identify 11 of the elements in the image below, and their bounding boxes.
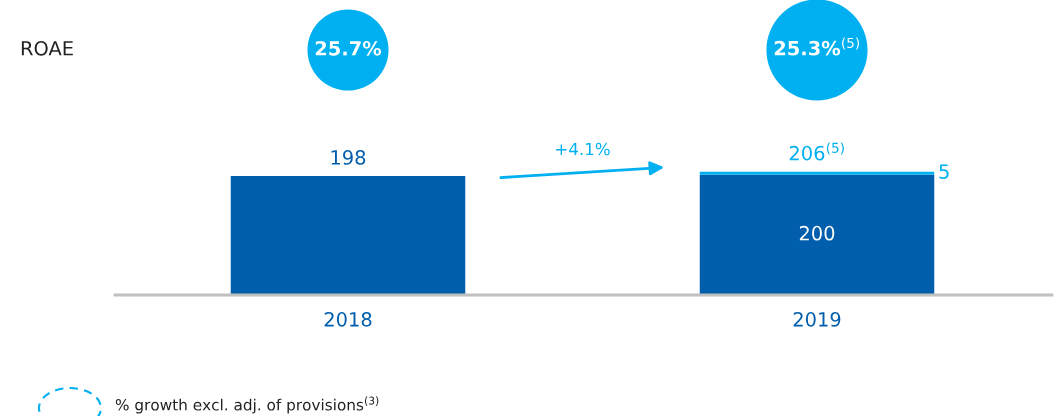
total-label: 206$^{(5)}$ [789, 142, 844, 161]
text: 25.7% [315, 40, 382, 56]
total-label: 198 [331, 150, 366, 165]
text: +4.1% [556, 142, 610, 156]
text: 25.3%$^{(5)}$ [774, 37, 859, 56]
x-tick-label: 2019 [793, 312, 841, 327]
data-label: 5 [939, 164, 949, 179]
x-tick-label: 2018 [324, 312, 372, 327]
data-label: 200 [799, 225, 835, 241]
text: % growth excl. adj. of provisions$^{(3)}$ [115, 396, 379, 414]
text: ROAE [21, 40, 73, 56]
